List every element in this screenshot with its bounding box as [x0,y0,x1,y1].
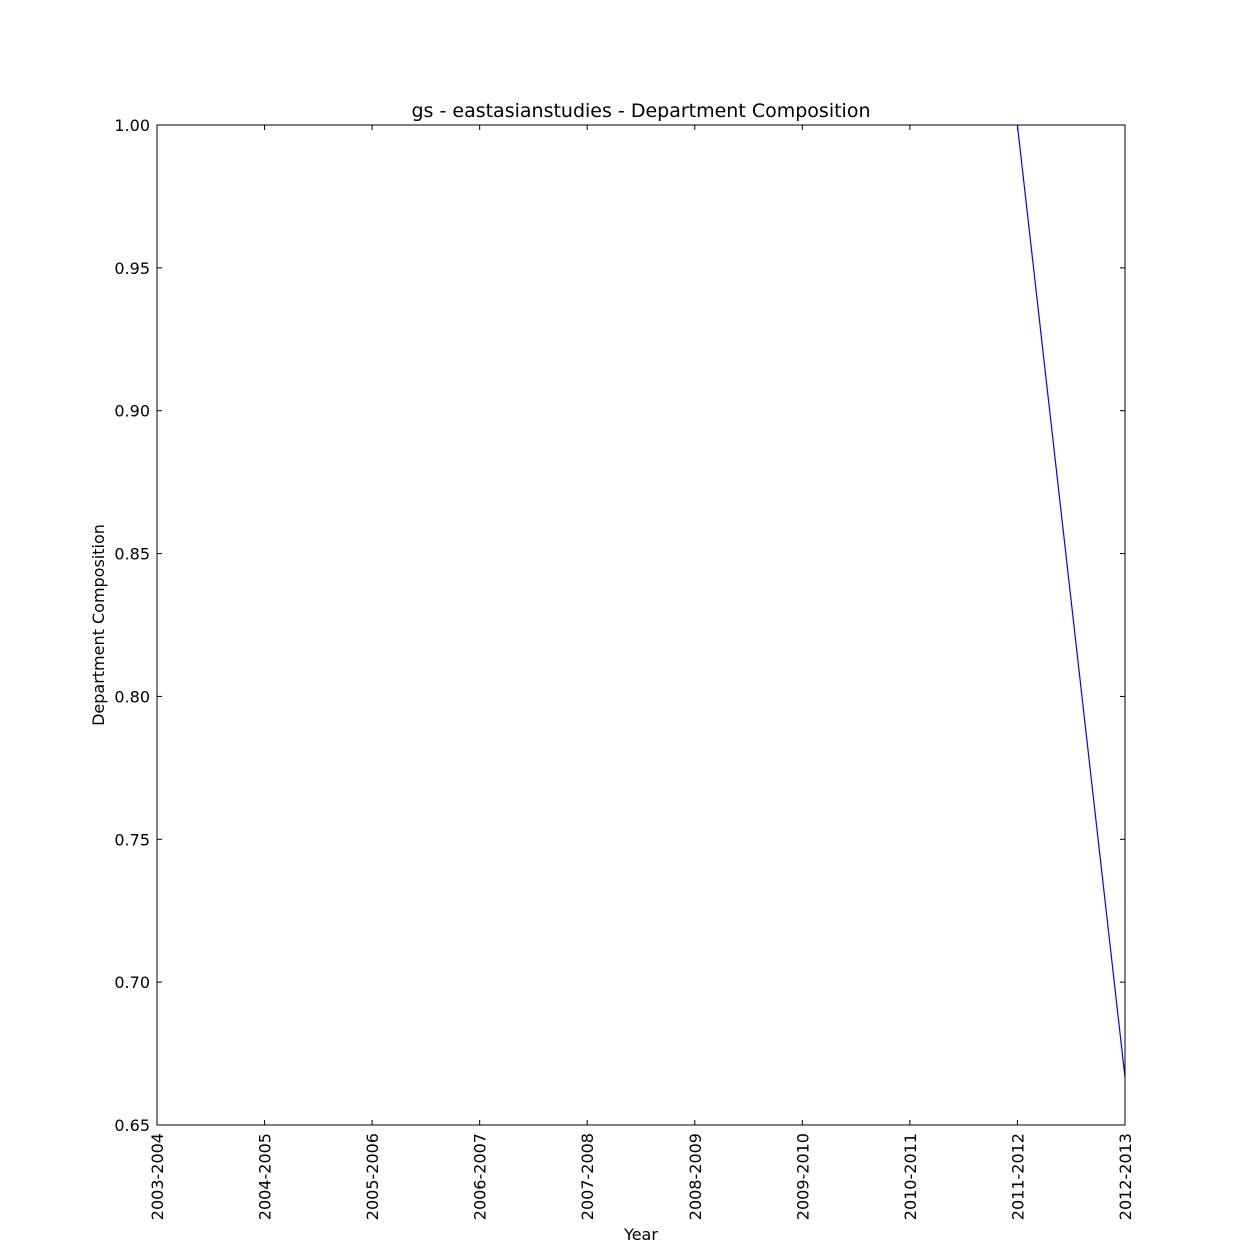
y-tick-label: 1.00 [114,116,150,135]
x-tick-label: 2003-2004 [148,1133,167,1220]
y-tick-label: 0.80 [114,687,150,706]
x-tick-label: 2005-2006 [363,1133,382,1220]
x-tick-label: 2008-2009 [686,1133,705,1220]
x-tick-label: 2011-2012 [1008,1133,1027,1220]
y-tick-label: 0.85 [114,545,150,564]
x-axis-label: Year [623,1225,658,1244]
x-tick-label: 2009-2010 [793,1133,812,1220]
y-tick-label: 0.70 [114,973,150,992]
y-axis-label: Department Composition [89,524,108,726]
series-line [1016,124,1126,1078]
x-tick-label: 2004-2005 [256,1133,275,1220]
y-tick-label: 0.95 [114,259,150,278]
plot-area: 2003-2004 2004-2005 2005-2006 2006-2007 2007… [114,116,1135,1220]
plot-frame [156,124,1126,1126]
x-tick-label: 2007-2008 [578,1133,597,1220]
chart-title: gs - eastasianstudies - Department Compo… [411,100,870,122]
x-tick-label: 2012-2013 [1116,1133,1135,1220]
x-tick-label: 2010-2011 [901,1133,920,1220]
y-tick-label: 0.75 [114,830,150,849]
y-tick-label: 0.65 [114,1116,150,1135]
y-tick-label: 0.90 [114,402,150,421]
x-tick-label: 2006-2007 [471,1133,490,1220]
